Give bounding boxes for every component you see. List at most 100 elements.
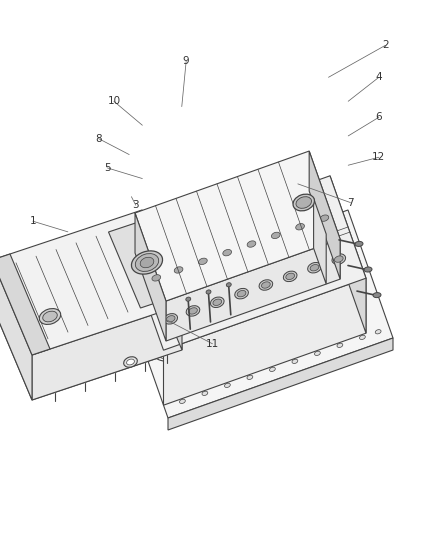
Ellipse shape [150, 327, 195, 361]
Ellipse shape [209, 268, 215, 272]
Ellipse shape [232, 260, 237, 264]
Ellipse shape [261, 282, 270, 288]
Text: 12: 12 [372, 152, 385, 162]
Polygon shape [166, 239, 340, 341]
Ellipse shape [375, 329, 381, 334]
Ellipse shape [307, 271, 352, 305]
Ellipse shape [296, 259, 313, 273]
Ellipse shape [301, 330, 323, 346]
Ellipse shape [292, 359, 298, 364]
Text: 1: 1 [29, 216, 36, 226]
Polygon shape [109, 220, 178, 308]
Ellipse shape [184, 318, 223, 348]
Polygon shape [135, 151, 340, 301]
Ellipse shape [187, 276, 193, 280]
Ellipse shape [189, 308, 198, 314]
Ellipse shape [225, 383, 230, 387]
Ellipse shape [172, 265, 185, 275]
Polygon shape [142, 210, 182, 350]
Ellipse shape [245, 239, 258, 249]
Ellipse shape [131, 251, 162, 274]
Ellipse shape [314, 351, 320, 356]
Text: 10: 10 [107, 96, 120, 106]
Ellipse shape [237, 290, 246, 297]
Ellipse shape [135, 254, 159, 271]
Ellipse shape [320, 215, 329, 221]
Polygon shape [0, 255, 182, 400]
Polygon shape [330, 176, 366, 333]
Text: 4: 4 [375, 72, 382, 82]
Ellipse shape [296, 197, 311, 208]
Ellipse shape [211, 297, 224, 308]
Ellipse shape [327, 248, 345, 262]
Polygon shape [309, 151, 340, 279]
Ellipse shape [140, 257, 154, 268]
Polygon shape [168, 338, 393, 430]
Ellipse shape [277, 244, 283, 248]
Ellipse shape [180, 399, 185, 403]
Ellipse shape [196, 256, 210, 266]
Ellipse shape [337, 222, 343, 227]
Ellipse shape [166, 316, 175, 322]
Ellipse shape [201, 293, 219, 306]
Ellipse shape [245, 294, 290, 328]
Ellipse shape [270, 341, 291, 357]
Ellipse shape [164, 284, 170, 288]
Ellipse shape [321, 228, 328, 232]
Ellipse shape [233, 281, 250, 295]
Text: 3: 3 [132, 200, 139, 210]
Ellipse shape [124, 357, 138, 367]
Ellipse shape [318, 213, 331, 223]
Ellipse shape [206, 290, 211, 294]
Ellipse shape [186, 305, 200, 316]
Text: 2: 2 [382, 41, 389, 50]
Polygon shape [123, 210, 393, 418]
Ellipse shape [299, 236, 305, 240]
Ellipse shape [220, 247, 234, 258]
Text: 8: 8 [95, 134, 102, 143]
Ellipse shape [332, 254, 346, 264]
Ellipse shape [272, 232, 280, 239]
Ellipse shape [175, 375, 197, 391]
Ellipse shape [247, 296, 286, 326]
Ellipse shape [149, 273, 163, 283]
Ellipse shape [360, 335, 365, 340]
Text: 9: 9 [183, 56, 190, 66]
Ellipse shape [186, 297, 191, 301]
Polygon shape [32, 305, 182, 400]
Ellipse shape [293, 194, 314, 211]
Ellipse shape [223, 249, 232, 256]
Ellipse shape [170, 304, 187, 318]
Ellipse shape [296, 223, 304, 230]
Ellipse shape [334, 256, 343, 262]
Ellipse shape [238, 352, 260, 368]
Ellipse shape [269, 367, 276, 372]
Polygon shape [0, 260, 32, 400]
Polygon shape [135, 213, 166, 341]
Ellipse shape [293, 222, 307, 232]
Ellipse shape [355, 241, 363, 246]
Text: 7: 7 [347, 198, 354, 207]
Ellipse shape [141, 292, 148, 296]
Ellipse shape [247, 241, 256, 247]
Ellipse shape [311, 273, 350, 303]
Ellipse shape [264, 270, 282, 284]
Ellipse shape [337, 343, 343, 348]
Ellipse shape [254, 252, 260, 256]
Ellipse shape [153, 329, 192, 359]
Polygon shape [127, 176, 366, 350]
Ellipse shape [283, 271, 297, 281]
Ellipse shape [198, 258, 207, 264]
Ellipse shape [213, 299, 222, 305]
Ellipse shape [202, 391, 208, 395]
Polygon shape [0, 210, 182, 355]
Ellipse shape [39, 309, 61, 325]
Ellipse shape [259, 280, 273, 290]
Polygon shape [314, 198, 326, 284]
Ellipse shape [182, 316, 226, 350]
Ellipse shape [373, 293, 381, 297]
Ellipse shape [276, 282, 321, 317]
Ellipse shape [216, 307, 255, 337]
Text: 5: 5 [104, 163, 111, 173]
Ellipse shape [279, 285, 318, 314]
